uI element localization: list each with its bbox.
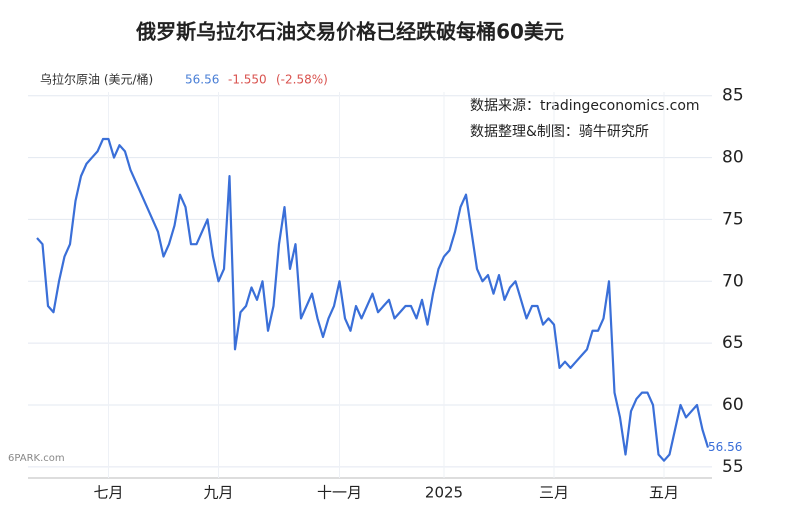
header-percent: (-2.58%)	[276, 73, 328, 87]
y-tick-label: 55	[722, 457, 744, 477]
y-tick-label: 65	[722, 333, 744, 353]
y-tick-label: 70	[722, 271, 744, 291]
x-tick-label: 七月	[93, 484, 123, 502]
y-tick-label: 80	[722, 148, 744, 168]
x-tick-label: 五月	[649, 484, 679, 502]
y-tick-label: 75	[722, 209, 744, 229]
watermark: 6PARK.com	[8, 453, 65, 464]
annotation: 数据整理&制图：骑牛研究所	[470, 124, 649, 140]
y-tick-label: 60	[722, 395, 744, 415]
line	[36, 137, 710, 462]
annotation: 数据来源：tradingeconomics.com	[470, 98, 700, 114]
header-change: -1.550	[228, 73, 267, 87]
x-tick-label: 三月	[539, 484, 569, 502]
chart-title: 俄罗斯乌拉尔石油交易价格已经跌破每桶60美元	[135, 20, 564, 44]
x-tick-label: 2025	[425, 484, 463, 502]
last-value-label: 56.56	[708, 440, 742, 454]
x-tick-label: 十一月	[317, 484, 362, 502]
header-price: 56.56	[185, 73, 219, 87]
y-tick-label: 85	[722, 86, 744, 106]
header-name: 乌拉尔原油 (美元/桶)	[40, 72, 153, 87]
x-tick-label: 九月	[203, 484, 233, 502]
